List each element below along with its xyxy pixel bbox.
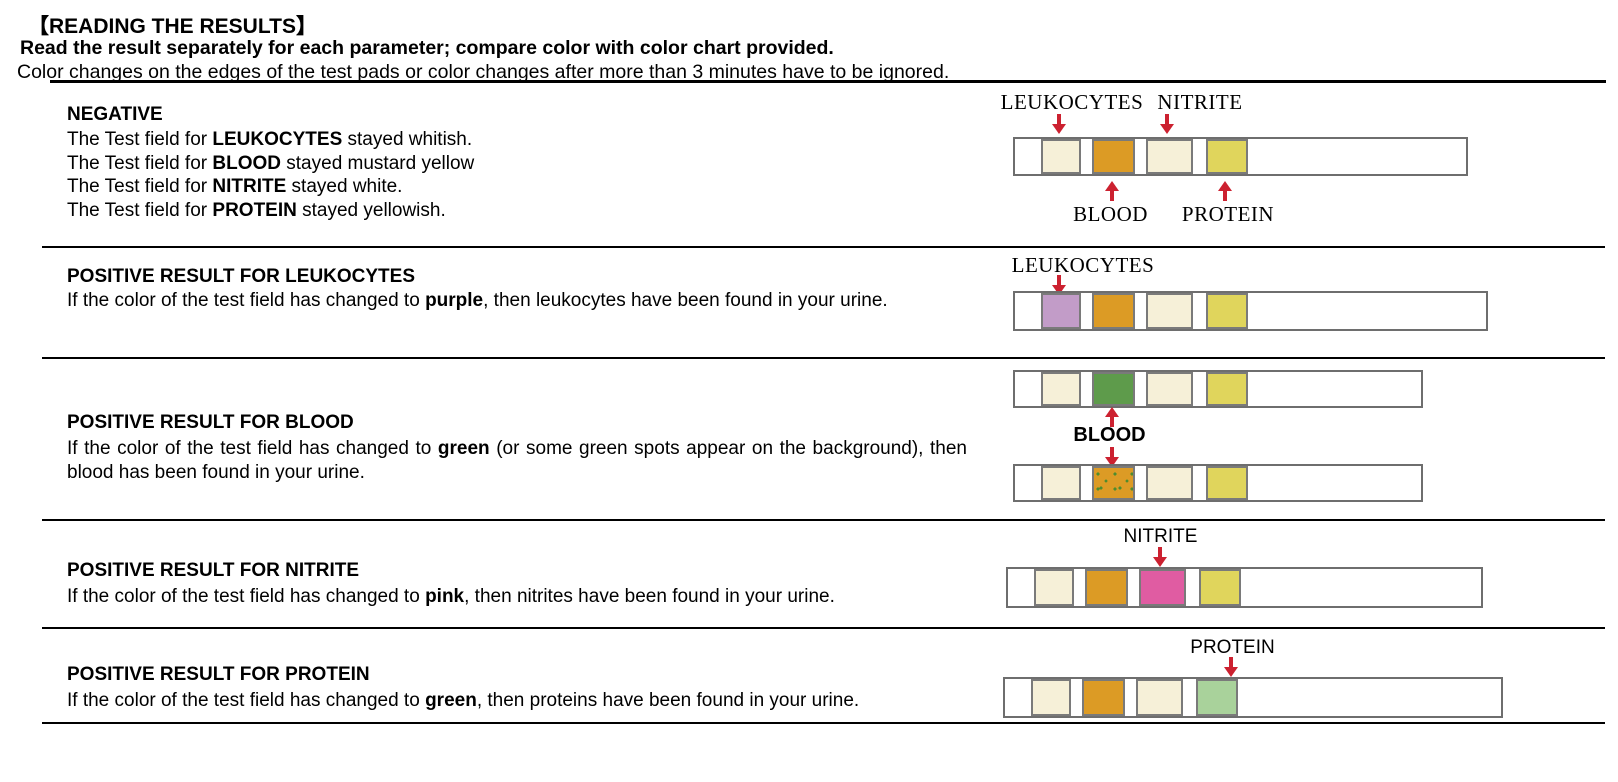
strip-lead — [1015, 466, 1041, 500]
down-arrow-icon — [1051, 275, 1067, 295]
pad-protein — [1206, 139, 1248, 174]
negative-line-blood: The Test field for BLOOD stayed mustard … — [67, 152, 475, 174]
negative-line-nitrite: The Test field for NITRITE stayed white. — [67, 176, 403, 197]
pad-protein — [1206, 372, 1248, 406]
protein-heading: POSITIVE RESULT FOR PROTEIN — [67, 664, 370, 685]
test-strip-leukocytes-positive — [1013, 291, 1488, 331]
pad-leukocytes — [1031, 679, 1071, 716]
strip-label-nitrite: NITRITE — [1157, 90, 1243, 114]
pad-leukocytes-purple — [1041, 293, 1081, 329]
section-divider — [42, 722, 1605, 724]
pad-blood — [1082, 679, 1125, 716]
test-strip-blood-positive-solid — [1013, 370, 1423, 408]
pad-leukocytes — [1041, 466, 1081, 500]
nitrite-heading: POSITIVE RESULT FOR NITRITE — [67, 560, 360, 581]
pad-blood-green-spots — [1092, 466, 1135, 500]
pad-leukocytes — [1034, 569, 1074, 606]
pad-blood-green — [1092, 372, 1135, 406]
pad-leukocytes — [1041, 372, 1081, 406]
negative-line-protein: The Test field for PROTEIN stayed yellow… — [67, 199, 446, 221]
strip-lead — [1005, 679, 1031, 716]
pad-protein — [1206, 293, 1248, 329]
strip-label-leukocytes: LEUKOCYTES — [1000, 90, 1144, 114]
down-arrow-icon — [1051, 114, 1067, 134]
pad-blood — [1092, 293, 1135, 329]
pad-nitrite — [1146, 372, 1193, 406]
negative-line-leukocytes: The Test field for LEUKOCYTES stayed whi… — [67, 129, 473, 150]
pad-blood — [1085, 569, 1128, 606]
blood-body: If the color of the test field has chang… — [67, 438, 967, 483]
up-arrow-icon — [1104, 181, 1120, 201]
nitrite-body: If the color of the test field has chang… — [67, 586, 835, 607]
down-arrow-icon — [1223, 657, 1239, 677]
test-strip-negative — [1013, 137, 1468, 176]
leukocytes-body: If the color of the test field has chang… — [67, 290, 888, 311]
header-instruction-bold: Read the result separately for each para… — [20, 37, 834, 59]
strip-label-protein: PROTEIN — [1190, 637, 1275, 658]
strip-label-blood: BLOOD — [1073, 202, 1148, 226]
section-divider — [42, 627, 1605, 629]
protein-body: If the color of the test field has chang… — [67, 690, 860, 711]
test-strip-protein-positive — [1003, 677, 1503, 718]
pad-leukocytes — [1041, 139, 1081, 174]
negative-heading: NEGATIVE — [67, 104, 163, 125]
strip-lead — [1015, 293, 1041, 329]
section-divider — [42, 357, 1605, 359]
up-arrow-icon — [1217, 181, 1233, 201]
header-instruction-note: Color changes on the edges of the test p… — [17, 61, 950, 83]
up-arrow-icon — [1104, 407, 1120, 427]
blood-heading: POSITIVE RESULT FOR BLOOD — [67, 412, 354, 433]
down-arrow-icon — [1104, 447, 1120, 467]
test-strip-blood-positive-spots — [1013, 464, 1423, 502]
page-title: 【READING THE RESULTS】 — [28, 15, 317, 38]
test-strip-nitrite-positive — [1006, 567, 1483, 608]
strip-label-protein: PROTEIN — [1181, 202, 1275, 226]
section-divider — [42, 246, 1605, 248]
pad-nitrite — [1146, 293, 1193, 329]
pad-nitrite — [1136, 679, 1183, 716]
strip-lead — [1008, 569, 1034, 606]
pad-protein — [1199, 569, 1241, 606]
header-divider — [50, 80, 1606, 83]
down-arrow-icon — [1159, 114, 1175, 134]
pad-protein-green — [1196, 679, 1238, 716]
negative-text-block: The Test field for LEUKOCYTES stayed whi… — [67, 128, 474, 222]
pad-nitrite — [1146, 139, 1193, 174]
down-arrow-icon — [1152, 547, 1168, 567]
pad-nitrite-pink — [1139, 569, 1186, 606]
strip-lead — [1015, 372, 1041, 406]
strip-lead — [1015, 139, 1041, 174]
pad-nitrite — [1146, 466, 1193, 500]
strip-label-nitrite: NITRITE — [1123, 526, 1198, 547]
strip-label-blood: BLOOD — [1073, 424, 1146, 446]
leukocytes-heading: POSITIVE RESULT FOR LEUKOCYTES — [67, 266, 416, 287]
pad-protein — [1206, 466, 1248, 500]
strip-label-leukocytes: LEUKOCYTES — [1011, 253, 1155, 277]
section-divider — [42, 519, 1605, 521]
pad-blood — [1092, 139, 1135, 174]
